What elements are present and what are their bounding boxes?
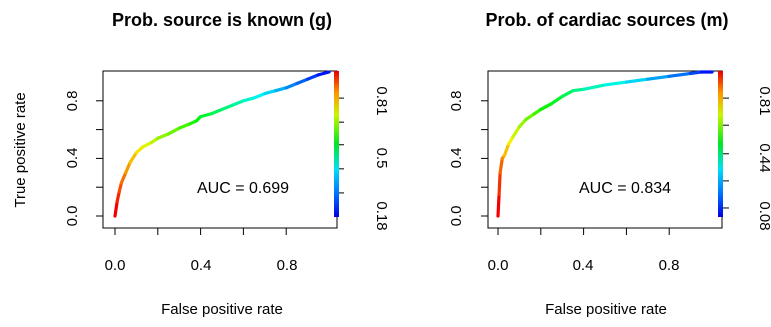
chart-title: Prob. of cardiac sources (m): [485, 10, 728, 30]
roc-curve-segment: [295, 77, 310, 86]
x-axis-label: False positive rate: [161, 301, 283, 318]
auc-annotation: AUC = 0.834: [579, 180, 671, 197]
colorbar-tick-label: 0.81: [373, 86, 390, 115]
roc-curve-segment: [539, 102, 554, 112]
roc-curve-segment: [263, 89, 278, 96]
roc-curve-segment: [511, 125, 522, 139]
roc-curve: [113, 70, 331, 218]
roc-curve-segment: [560, 89, 575, 99]
x-tick-label: 0.0: [105, 257, 126, 274]
y-tick-label: 0.8: [64, 91, 81, 112]
roc-curve-segment: [115, 189, 121, 204]
roc-curve-segment: [624, 77, 650, 84]
roc-curve-segment: [124, 161, 132, 175]
roc-curve-segment: [316, 70, 331, 77]
roc-curve-segment: [156, 132, 171, 140]
roc-curve-segment: [231, 99, 245, 107]
roc-curve-segment: [177, 122, 192, 130]
x-tick-label: 0.0: [488, 257, 509, 274]
colorbar-tick-label: 0.81: [756, 86, 771, 115]
auc-annotation: AUC = 0.699: [197, 180, 289, 197]
colorbar-tick-label: 0.44: [756, 143, 771, 172]
x-tick-label: 0.8: [659, 257, 680, 274]
x-tick-label: 0.4: [191, 257, 212, 274]
roc-curve-segment: [549, 94, 564, 106]
y-tick-label: 0.4: [64, 148, 81, 169]
roc-curve-segment: [252, 91, 267, 100]
plot-frame: [487, 70, 723, 229]
x-tick-label: 0.8: [277, 257, 298, 274]
roc-curve-segment: [646, 74, 671, 81]
axis-ticks: [96, 97, 344, 235]
roc-curve-segment: [571, 87, 586, 93]
y-tick-label: 0.0: [448, 206, 465, 227]
x-tick-label: 0.4: [573, 257, 594, 274]
roc-curve-segment: [497, 171, 502, 196]
roc-curve-segment: [209, 107, 224, 116]
roc-curve-segment: [667, 71, 693, 78]
y-tick-label: 0.4: [448, 148, 465, 169]
roc-curve: [496, 70, 714, 218]
roc-curve-segment: [502, 142, 511, 158]
roc-curve-segment: [220, 103, 235, 112]
colorbar-tick-label: 0.5: [373, 148, 390, 169]
roc-curve-segment: [517, 117, 528, 129]
roc-curve-segment: [199, 112, 213, 119]
roc-curve-segment: [128, 151, 138, 165]
roc-curve-segment: [524, 112, 536, 122]
roc-curve-segment: [166, 126, 181, 136]
axis-ticks: [481, 97, 729, 235]
y-tick-label: 0.0: [64, 206, 81, 227]
y-axis-label: True positive rate: [12, 92, 29, 207]
colorbar: [718, 71, 723, 217]
roc-curve-segment: [581, 83, 607, 91]
roc-curve-segment: [273, 86, 288, 93]
roc-curve-segment: [241, 96, 256, 103]
roc-curve-segment: [119, 171, 128, 185]
roc-panel-cardiac-source: Prob. of cardiac sources (m) 0.0 0.4 0.8…: [448, 10, 771, 318]
y-tick-label: 0.8: [448, 91, 465, 112]
roc-curve-segment: [496, 192, 501, 218]
x-axis-label: False positive rate: [545, 301, 667, 318]
roc-panel-known-source: Prob. source is known (g) 0.0 0.4 0.8 0.…: [12, 10, 390, 318]
colorbar-tick-label: 0.18: [373, 201, 390, 230]
roc-curve-segment: [306, 73, 320, 81]
chart-title: Prob. source is known (g): [112, 10, 332, 30]
colorbar: [334, 71, 339, 217]
roc-curve-segment: [498, 156, 504, 175]
colorbar-tick-label: 0.08: [756, 201, 771, 230]
roc-curve-segment: [603, 80, 629, 87]
roc-curve-segment: [688, 70, 703, 76]
roc-curve-segment: [284, 81, 299, 90]
roc-curve-segment: [113, 200, 119, 218]
